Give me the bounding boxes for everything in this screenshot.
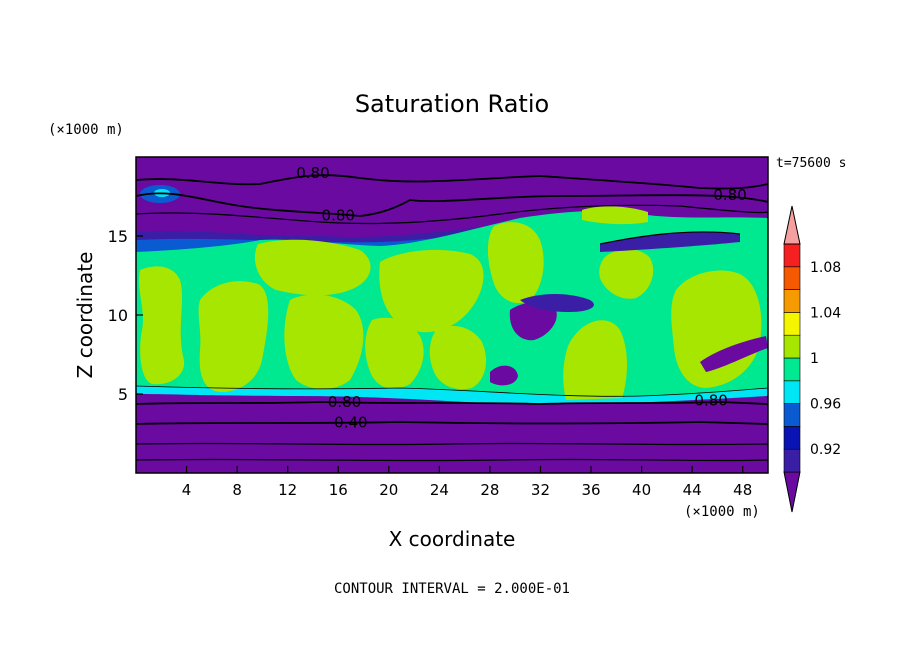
contour-lines <box>136 174 768 462</box>
contour-interval-footer: CONTOUR INTERVAL = 2.000E-01 <box>334 581 570 597</box>
x-unit-label: (×1000 m) <box>684 504 760 520</box>
colorbar-label: 1.08 <box>810 260 841 276</box>
x-tick-label: 24 <box>430 481 449 499</box>
contour-labels: 0.80 0.80 0.80 0.80 0.40 0.80 <box>296 164 747 432</box>
y-axis-label: Z coordinate <box>73 252 97 379</box>
saturation-field <box>136 157 768 473</box>
contour-label: 0.80 <box>694 391 727 409</box>
x-tick-label: 12 <box>278 481 297 499</box>
y-tick-label: 15 <box>108 227 128 246</box>
x-tick-label: 40 <box>632 481 651 499</box>
patch-1 <box>139 266 185 385</box>
contour-lower-2 <box>136 421 768 425</box>
colorbar-label: 0.96 <box>810 397 841 413</box>
patch-5 <box>379 249 484 333</box>
contour-upper-4 <box>599 231 741 245</box>
contour-mid-1 <box>136 385 768 397</box>
x-tick-label: 32 <box>531 481 550 499</box>
contour-upper-2 <box>136 192 768 217</box>
contour-upper-1 <box>136 174 768 190</box>
dry-intrusion-5 <box>490 365 518 386</box>
colorbar-top-arrow <box>783 205 801 245</box>
colorbar-segment <box>783 289 801 313</box>
dry-intrusion-4 <box>600 231 740 252</box>
x-tick-label: 8 <box>232 481 242 499</box>
lower-dry-layer <box>136 404 768 473</box>
patch-3 <box>254 239 371 296</box>
colorbar-segment <box>783 334 801 359</box>
colorbar-segment <box>783 312 801 336</box>
contour-lower-1 <box>136 401 768 405</box>
y-tick-label: 10 <box>108 306 128 325</box>
contour-label: 0.80 <box>322 206 355 224</box>
y-tick-label: 5 <box>118 385 128 404</box>
x-tick-label: 36 <box>581 481 600 499</box>
patch-9 <box>563 320 627 400</box>
colorbar-segment <box>783 357 801 382</box>
colorbar-segment <box>783 380 801 404</box>
dry-intrusion-1 <box>509 302 557 341</box>
patch-11 <box>599 249 654 299</box>
colorbar: 0.92 0.96 1 1.04 1.08 <box>783 205 841 513</box>
x-axis-ticks: 4 8 12 16 20 24 28 32 36 40 44 48 <box>182 466 752 499</box>
dry-intrusion-3 <box>700 336 768 372</box>
contour-label: 0.80 <box>713 186 746 204</box>
lower-cyan-fringe <box>136 386 768 406</box>
y-unit-label: (×1000 m) <box>48 122 124 138</box>
x-tick-label: 4 <box>182 481 192 499</box>
colorbar-label: 0.92 <box>810 442 841 458</box>
colorbar-segment <box>783 266 801 290</box>
x-tick-label: 20 <box>379 481 398 499</box>
patch-2 <box>198 281 269 392</box>
colorbar-segment <box>783 448 801 473</box>
colorbar-segment <box>783 403 801 427</box>
colorbar-segment <box>783 243 801 268</box>
x-tick-label: 44 <box>683 481 702 499</box>
contour-label: 0.40 <box>334 413 367 431</box>
patch-12 <box>582 206 648 225</box>
colorbar-bottom-arrow <box>783 471 801 513</box>
patch-7 <box>429 326 487 390</box>
colorbar-label: 1.04 <box>810 305 841 321</box>
contour-lower-3 <box>136 442 768 446</box>
contour-label: 0.80 <box>296 164 329 182</box>
patch-8 <box>487 222 544 304</box>
patch-6 <box>365 317 424 389</box>
contour-label: 0.80 <box>328 393 361 411</box>
dry-intrusion-2 <box>520 294 594 312</box>
time-label: t=75600 s <box>776 156 846 171</box>
patch-4 <box>284 294 364 389</box>
colorbar-segment <box>783 426 801 450</box>
contour-upper-3 <box>136 204 768 225</box>
y-axis-ticks: 5 10 15 <box>108 227 143 404</box>
x-axis-label: X coordinate <box>389 527 516 551</box>
x-tick-label: 48 <box>733 481 752 499</box>
x-tick-label: 16 <box>329 481 348 499</box>
colorbar-label: 1 <box>810 351 819 367</box>
contour-lower-4 <box>136 458 768 462</box>
chart-title: Saturation Ratio <box>355 90 549 118</box>
x-tick-label: 28 <box>480 481 499 499</box>
